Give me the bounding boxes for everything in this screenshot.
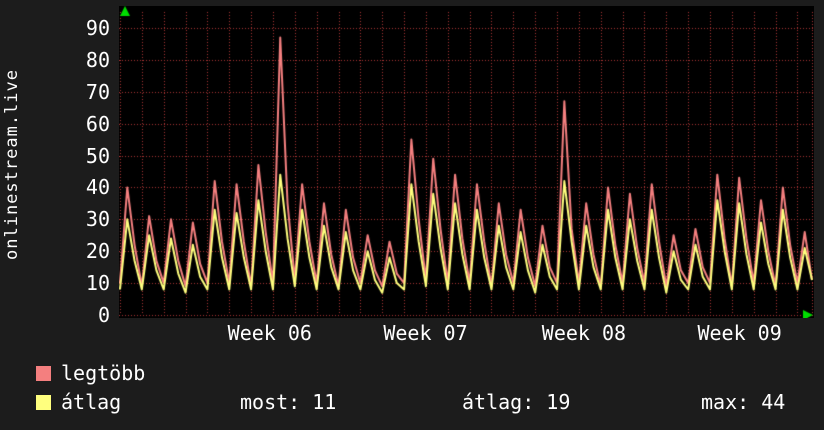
y-tick-label: 30 xyxy=(85,207,110,232)
legend-label-atlag: átlag xyxy=(61,390,122,414)
chart-canvas xyxy=(119,6,814,318)
legend-swatch-legtobb xyxy=(36,365,51,381)
y-tick-label: 20 xyxy=(85,239,110,264)
y-tick-label: 0 xyxy=(97,303,110,327)
y-tick-label: 40 xyxy=(85,175,110,200)
y-tick-label: 10 xyxy=(85,271,110,296)
stat-most: most: 11 xyxy=(240,390,337,414)
stat-max: max: 44 xyxy=(701,390,786,414)
x-tick-label: Week 08 xyxy=(541,321,627,345)
legend-item-legtobb: legtöbb xyxy=(36,362,145,384)
stat-atlag: átlag: 19 xyxy=(462,390,571,414)
legend-label-legtobb: legtöbb xyxy=(61,361,146,385)
x-tick-label: Week 09 xyxy=(697,321,782,345)
y-tick-label: 60 xyxy=(85,111,110,136)
y-tick-label: 90 xyxy=(85,15,110,40)
x-tick-label: Week 07 xyxy=(383,321,468,345)
x-tick-label: Week 06 xyxy=(227,321,312,345)
legend-item-atlag: átlag xyxy=(36,391,121,413)
y-tick-label: 70 xyxy=(85,79,110,104)
y-tick-label: 50 xyxy=(85,143,110,168)
legend-swatch-atlag xyxy=(36,394,51,410)
y-tick-label: 80 xyxy=(85,47,110,72)
